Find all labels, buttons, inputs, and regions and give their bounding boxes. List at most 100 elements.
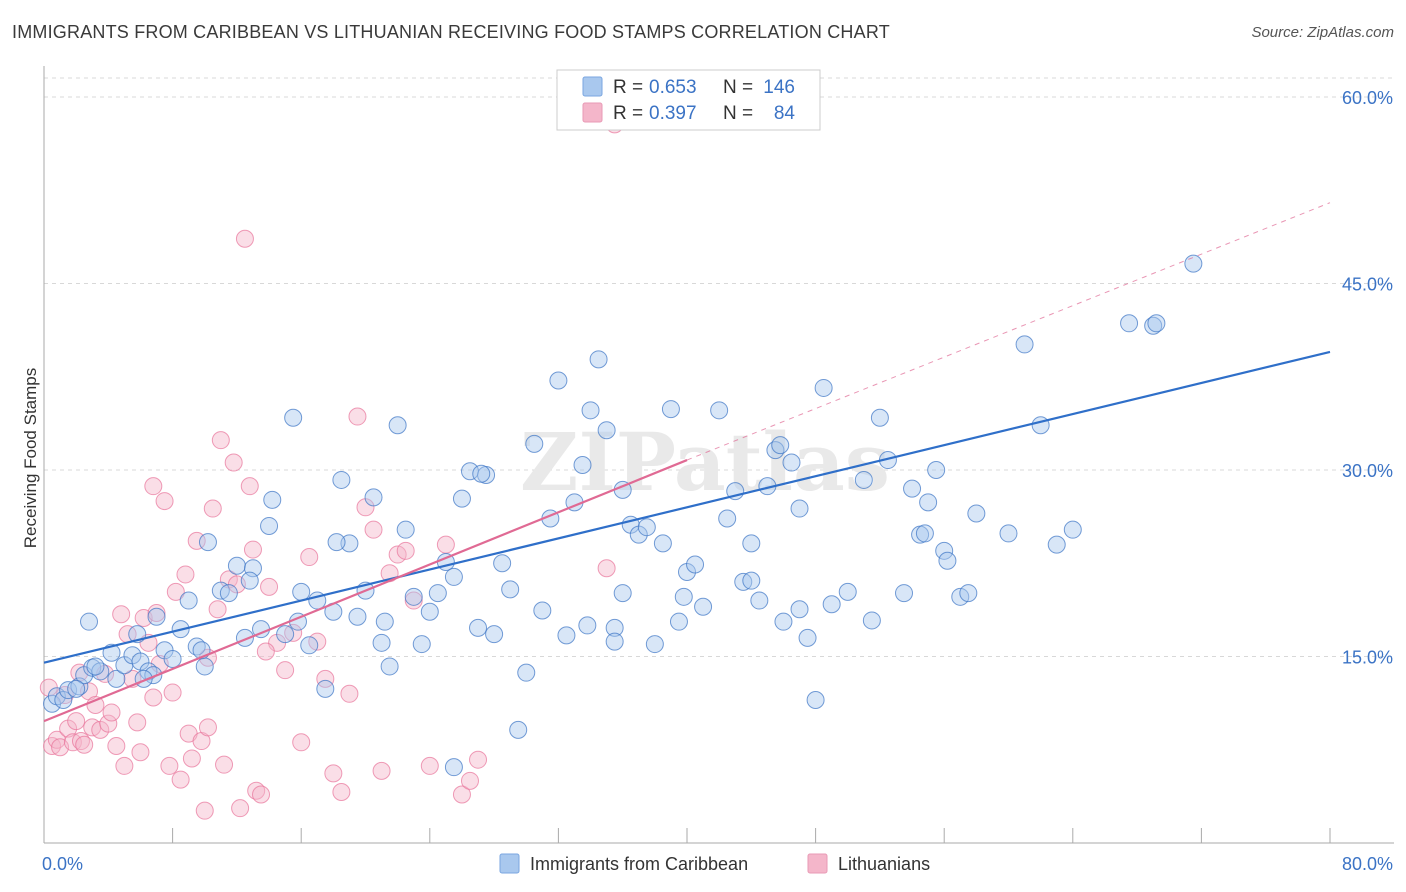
lithuanian-point [166,582,185,601]
caribbean-point [187,637,206,656]
caribbean-point [396,520,415,539]
x-axis-max-label: 80.0% [1342,854,1393,874]
caribbean-point [107,669,126,688]
caribbean-trendline [43,350,1331,664]
caribbean-point [292,582,311,601]
caribbean-point [198,533,217,552]
lithuanian-point [208,600,227,619]
caribbean-point [388,416,407,435]
bottom-legend-swatch-pink [807,853,828,874]
lithuanian-point [224,453,243,472]
caribbean-point [870,408,889,427]
caribbean-point [742,534,761,553]
caribbean-point [428,584,447,603]
caribbean-point [525,434,544,453]
caribbean-point [1120,314,1139,333]
chart-title: IMMIGRANTS FROM CARIBBEAN VS LITHUANIAN … [12,22,890,42]
legend-n-label-pink: N = [723,103,753,124]
caribbean-point [822,595,841,614]
caribbean-point [645,635,664,654]
caribbean-point [276,625,295,644]
caribbean-point [86,657,105,676]
caribbean-point [589,350,608,369]
caribbean-point [935,541,954,560]
lithuanian-point [256,642,275,661]
caribbean-point [674,587,693,606]
legend-swatch-blue [582,76,603,97]
caribbean-point [219,584,238,603]
caribbean-point [549,371,568,390]
caribbean-point [771,436,790,455]
legend-r-label-blue: R = [613,77,643,98]
caribbean-point [597,421,616,440]
lithuanian-point [112,605,131,624]
caribbean-point [240,571,259,590]
caribbean-point [372,633,391,652]
lithuanian-point [195,801,214,820]
lithuanian-point [240,477,259,496]
y-tick-label: 15.0% [1342,648,1393,668]
bottom-legend-label-blue: Immigrants from Caribbean [530,854,748,874]
caribbean-point [300,636,319,655]
lithuanian-point [316,669,335,688]
caribbean-point [967,504,986,523]
legend-n-value-pink: 84 [774,103,796,124]
lithuanian-trendline-extension [686,202,1331,461]
bottom-legend-swatch-blue [499,853,520,874]
lithuanian-point [231,799,250,818]
y-tick-labels: 15.0% 30.0% 45.0% 60.0% [1342,88,1393,668]
caribbean-point [364,488,383,507]
y-tick-label: 60.0% [1342,88,1393,108]
lithuanian-point [67,712,86,731]
lithuanian-point [243,540,262,559]
caribbean-point [766,441,785,460]
caribbean-point [710,401,729,420]
lithuanian-point [198,718,217,737]
x-axis-min-label: 0.0% [42,854,83,874]
caribbean-point [927,461,946,479]
lithuanian-point [102,703,121,722]
lithuanian-point [176,565,195,584]
caribbean-point [493,554,512,573]
caribbean-point [340,534,359,553]
caribbean-point [1144,316,1163,335]
source-credit: Source: ZipAtlas.com [1251,24,1394,41]
caribbean-point [854,470,873,489]
caribbean-point [420,602,439,621]
lithuanian-point [215,755,234,774]
lithuanian-point [99,714,118,733]
legend-swatch-pink [582,102,603,123]
trend-lines [43,202,1331,723]
caribbean-point [227,556,246,575]
lithuanian-point [372,761,391,780]
lithuanian-point [420,756,439,775]
caribbean-point [509,720,528,739]
caribbean-point [798,628,817,647]
caribbean-point [782,453,801,472]
caribbean-point [263,490,282,509]
lithuanians-points [39,115,624,820]
caribbean-point [80,612,99,631]
lithuanian-point [75,735,94,754]
lithuanian-point [276,661,295,680]
lithuanian-point [597,559,616,578]
caribbean-point [557,626,576,645]
caribbean-point [669,612,688,631]
lithuanian-point [324,764,343,783]
caribbean-point [469,618,488,637]
y-tick-label: 30.0% [1342,461,1393,481]
caribbean-point [452,489,471,508]
caribbean-point [806,691,825,710]
caribbean-point [404,587,423,606]
caribbean-point [742,571,761,590]
caribbean-point [1184,254,1203,273]
caribbean-point [327,533,346,552]
lithuanian-point [107,737,126,756]
lithuanian-point [396,541,415,560]
caribbean-point [790,499,809,518]
caribbean-point [444,567,463,586]
lithuanian-point [144,688,163,707]
caribbean-point [412,635,431,654]
caribbean-point [284,408,303,427]
series-legend: Immigrants from Caribbean Lithuanians [499,853,930,874]
